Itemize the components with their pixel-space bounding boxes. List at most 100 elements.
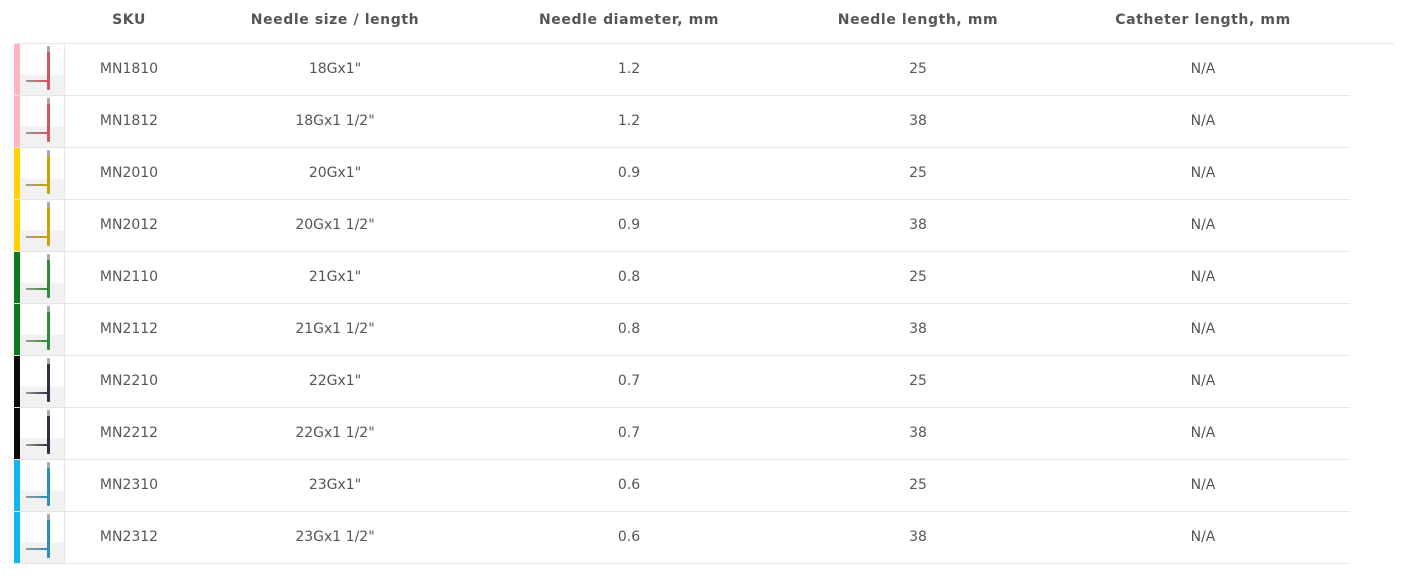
header-catheter-length: Catheter length, mm xyxy=(1115,12,1291,28)
sku-cell: MN2212 xyxy=(99,425,159,441)
needle-length-cell: 25 xyxy=(909,61,927,77)
table-row: MN2110 21Gx1" 0.8 25 N/A xyxy=(14,252,1350,304)
needle-hub-icon xyxy=(26,548,48,550)
needle-diameter-cell: 1.2 xyxy=(617,61,641,77)
product-thumbnail xyxy=(20,96,65,147)
sku-cell: MN2312 xyxy=(99,529,159,545)
header-sku: SKU xyxy=(112,12,146,28)
needle-size-cell: 21Gx1 1/2" xyxy=(295,321,375,337)
header-needle-length: Needle length, mm xyxy=(837,12,999,28)
table-row: MN2310 23Gx1" 0.6 25 N/A xyxy=(14,460,1350,512)
needle-hub-icon xyxy=(26,392,48,394)
needle-length-cell: 38 xyxy=(909,425,927,441)
color-code-strip xyxy=(14,252,20,303)
needle-diameter-cell: 0.6 xyxy=(617,477,641,493)
sku-cell: MN1812 xyxy=(99,113,159,129)
sku-cell: MN2012 xyxy=(99,217,159,233)
catheter-length-cell: N/A xyxy=(1190,61,1216,77)
table-row: MN2012 20Gx1 1/2" 0.9 38 N/A xyxy=(14,200,1350,252)
needle-diameter-cell: 0.9 xyxy=(617,165,641,181)
product-thumbnail xyxy=(20,148,65,199)
color-code-strip xyxy=(14,408,20,459)
needle-hub-icon xyxy=(26,444,48,446)
sku-cell: MN2310 xyxy=(99,477,159,493)
needle-length-cell: 25 xyxy=(909,373,927,389)
product-thumbnail xyxy=(20,356,65,407)
table-row: MN2212 22Gx1 1/2" 0.7 38 N/A xyxy=(14,408,1350,460)
needle-size-cell: 23Gx1 1/2" xyxy=(295,529,375,545)
header-needle-diameter: Needle diameter, mm xyxy=(538,12,720,28)
table-row: MN1812 18Gx1 1/2" 1.2 38 N/A xyxy=(14,96,1350,148)
needle-size-cell: 23Gx1" xyxy=(308,477,362,493)
catheter-length-cell: N/A xyxy=(1190,269,1216,285)
product-thumbnail xyxy=(20,252,65,303)
product-thumbnail xyxy=(20,304,65,355)
needle-diameter-cell: 0.9 xyxy=(617,217,641,233)
needle-size-cell: 20Gx1 1/2" xyxy=(295,217,375,233)
product-table: SKU Needle size / length Needle diameter… xyxy=(14,0,1394,564)
needle-icon xyxy=(47,98,50,142)
needle-size-cell: 22Gx1 1/2" xyxy=(295,425,375,441)
needle-length-cell: 38 xyxy=(909,217,927,233)
table-row: MN2210 22Gx1" 0.7 25 N/A xyxy=(14,356,1350,408)
needle-icon xyxy=(47,150,50,194)
needle-hub-icon xyxy=(26,340,48,342)
color-code-strip xyxy=(14,304,20,355)
needle-icon xyxy=(47,410,50,454)
needle-icon xyxy=(47,46,50,90)
needle-icon xyxy=(47,254,50,298)
color-code-strip xyxy=(14,200,20,251)
color-code-strip xyxy=(14,96,20,147)
needle-hub-icon xyxy=(26,496,48,498)
needle-icon xyxy=(47,358,50,402)
color-code-strip xyxy=(14,512,20,563)
header-needle-size: Needle size / length xyxy=(250,12,420,28)
color-code-strip xyxy=(14,148,20,199)
sku-cell: MN2210 xyxy=(99,373,159,389)
needle-length-cell: 38 xyxy=(909,529,927,545)
table-body: MN1810 18Gx1" 1.2 25 N/A MN1812 18Gx1 1/… xyxy=(14,44,1394,564)
table-header: SKU Needle size / length Needle diameter… xyxy=(14,0,1394,44)
needle-length-cell: 25 xyxy=(909,165,927,181)
color-code-strip xyxy=(14,356,20,407)
product-thumbnail xyxy=(20,408,65,459)
color-code-strip xyxy=(14,460,20,511)
table-row: MN2312 23Gx1 1/2" 0.6 38 N/A xyxy=(14,512,1350,564)
needle-hub-icon xyxy=(26,288,48,290)
product-thumbnail xyxy=(20,460,65,511)
needle-length-cell: 25 xyxy=(909,269,927,285)
catheter-length-cell: N/A xyxy=(1190,217,1216,233)
sku-cell: MN2110 xyxy=(99,269,159,285)
table-row: MN2112 21Gx1 1/2" 0.8 38 N/A xyxy=(14,304,1350,356)
sku-cell: MN2010 xyxy=(99,165,159,181)
needle-size-cell: 18Gx1" xyxy=(308,61,362,77)
table-row: MN2010 20Gx1" 0.9 25 N/A xyxy=(14,148,1350,200)
needle-diameter-cell: 0.7 xyxy=(617,425,641,441)
needle-size-cell: 20Gx1" xyxy=(308,165,362,181)
catheter-length-cell: N/A xyxy=(1190,477,1216,493)
needle-diameter-cell: 0.8 xyxy=(617,321,641,337)
sku-cell: MN2112 xyxy=(99,321,159,337)
needle-icon xyxy=(47,462,50,506)
needle-hub-icon xyxy=(26,184,48,186)
sku-cell: MN1810 xyxy=(99,61,159,77)
table-row: MN1810 18Gx1" 1.2 25 N/A xyxy=(14,44,1350,96)
catheter-length-cell: N/A xyxy=(1190,165,1216,181)
product-thumbnail xyxy=(20,512,65,563)
catheter-length-cell: N/A xyxy=(1190,425,1216,441)
color-code-strip xyxy=(14,44,20,95)
needle-hub-icon xyxy=(26,132,48,134)
needle-diameter-cell: 0.7 xyxy=(617,373,641,389)
needle-diameter-cell: 1.2 xyxy=(617,113,641,129)
needle-icon xyxy=(47,202,50,246)
catheter-length-cell: N/A xyxy=(1190,529,1216,545)
needle-length-cell: 25 xyxy=(909,477,927,493)
needle-diameter-cell: 0.6 xyxy=(617,529,641,545)
product-thumbnail xyxy=(20,200,65,251)
needle-icon xyxy=(47,514,50,558)
needle-size-cell: 22Gx1" xyxy=(308,373,362,389)
catheter-length-cell: N/A xyxy=(1190,113,1216,129)
needle-size-cell: 21Gx1" xyxy=(308,269,362,285)
needle-length-cell: 38 xyxy=(909,113,927,129)
catheter-length-cell: N/A xyxy=(1190,321,1216,337)
